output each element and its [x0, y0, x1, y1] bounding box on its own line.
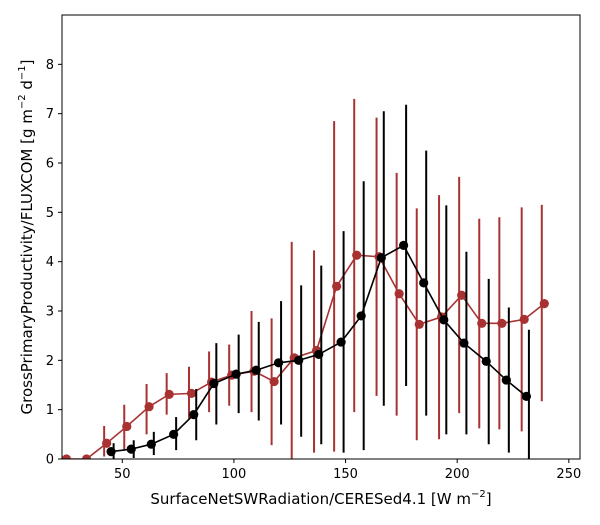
y-tick-label: 2 [46, 354, 54, 369]
data-point [62, 454, 72, 459]
series-1 [62, 98, 549, 459]
data-point [521, 391, 532, 401]
data-point [459, 338, 469, 348]
x-tick-label: 250 [556, 467, 581, 482]
data-point [209, 378, 219, 389]
data-point [394, 289, 404, 299]
series-line [66, 254, 545, 459]
data-point [376, 253, 386, 263]
x-axis-label: SurfaceNetSWRadiation/CERESed4.1 [W m−2] [150, 489, 491, 508]
y-tick-label: 7 [46, 107, 54, 122]
axis-ticks: 50 100 150 200 250 0 1 2 3 4 5 6 7 8 [46, 58, 582, 482]
data-point [169, 429, 179, 439]
data-point [186, 388, 197, 398]
data-point [294, 355, 304, 365]
data-point [102, 438, 112, 448]
x-tick-label: 150 [333, 467, 358, 482]
data-point [144, 402, 154, 412]
data-point [457, 290, 467, 300]
data-point [314, 349, 324, 360]
data-point [399, 240, 409, 250]
data-point [146, 439, 156, 449]
data-point [126, 444, 136, 454]
data-point [352, 250, 362, 260]
data-point [122, 421, 132, 432]
y-tick-label: 5 [46, 206, 54, 221]
data-point [106, 447, 116, 457]
y-tick-label: 0 [46, 453, 54, 468]
x-tick-label: 100 [222, 467, 247, 482]
series-2 [106, 104, 532, 459]
data-point [497, 318, 507, 328]
data-point [419, 278, 429, 288]
data-point [356, 311, 366, 321]
y-tick-label: 3 [46, 305, 54, 320]
data-point [481, 356, 491, 366]
x-tick-label: 50 [114, 467, 131, 482]
y-tick-label: 8 [46, 58, 54, 73]
y-tick-label: 1 [46, 403, 54, 418]
data-point [81, 454, 92, 459]
data-point [539, 299, 549, 309]
data-point [273, 358, 284, 368]
plot-area [62, 98, 549, 459]
plot-frame [61, 14, 581, 460]
data-point [336, 337, 346, 347]
y-tick-label: 6 [46, 157, 54, 172]
y-tick-label: 4 [46, 255, 54, 270]
data-point [251, 365, 261, 375]
data-point [231, 369, 241, 379]
x-tick-label: 200 [445, 467, 470, 482]
y-axis-label: GrossPrimaryProductivity/FLUXCOM [g m−2 … [17, 59, 36, 414]
data-point [164, 389, 174, 399]
data-point [477, 318, 487, 328]
data-point [332, 281, 342, 291]
data-point [439, 315, 449, 325]
data-point [189, 410, 199, 420]
data-point [519, 314, 529, 324]
data-point [414, 319, 424, 329]
data-point [501, 375, 511, 385]
data-point [269, 376, 279, 387]
